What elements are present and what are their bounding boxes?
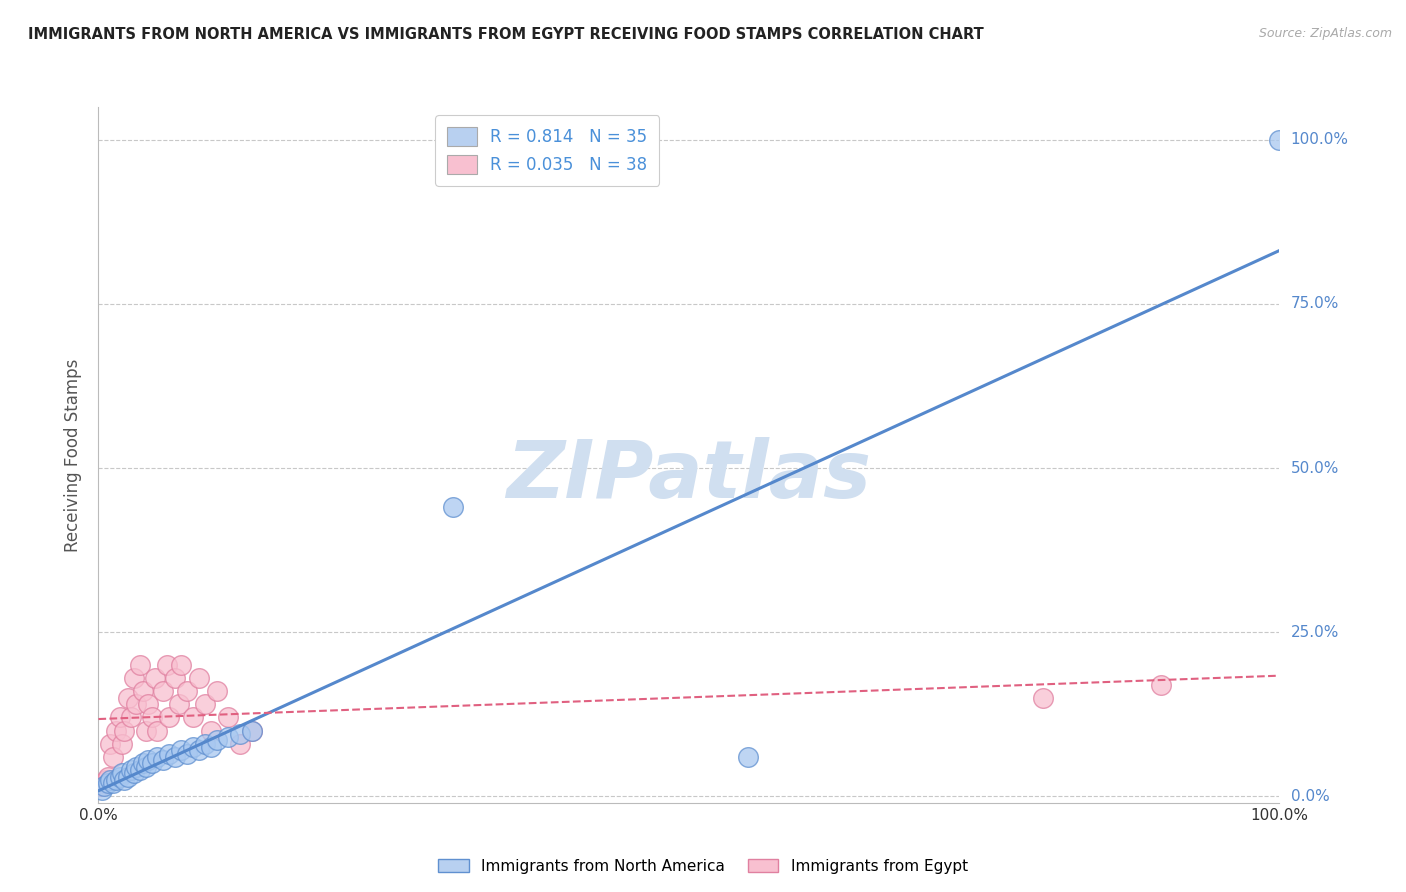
Point: [143, 671, 166, 685]
Point: [91, 776, 114, 790]
Point: [132, 684, 155, 698]
Point: [111, 737, 134, 751]
Point: [98, 737, 121, 751]
Point: [128, 763, 150, 777]
Text: 50.0%: 50.0%: [1291, 460, 1339, 475]
Point: [108, 770, 131, 784]
Point: [205, 684, 228, 698]
Point: [121, 710, 143, 724]
Point: [146, 749, 169, 764]
Point: [112, 772, 135, 787]
Point: [156, 657, 179, 672]
Text: 75.0%: 75.0%: [1291, 296, 1339, 311]
Point: [152, 753, 174, 767]
Point: [187, 743, 209, 757]
Point: [170, 743, 193, 757]
Point: [200, 723, 222, 738]
Point: [121, 763, 143, 777]
Point: [170, 657, 193, 672]
Point: [200, 739, 222, 754]
Point: [157, 710, 180, 724]
Point: [128, 657, 150, 672]
Point: [111, 766, 134, 780]
Text: Source: ZipAtlas.com: Source: ZipAtlas.com: [1258, 27, 1392, 40]
Point: [136, 698, 159, 712]
Point: [1032, 690, 1054, 705]
Text: 100.0%: 100.0%: [1291, 132, 1348, 147]
Point: [108, 710, 131, 724]
Point: [1150, 678, 1173, 692]
Point: [136, 753, 159, 767]
Point: [194, 698, 217, 712]
Point: [112, 723, 135, 738]
Point: [217, 710, 239, 724]
Point: [101, 776, 124, 790]
Point: [217, 730, 239, 744]
Point: [122, 766, 145, 780]
Point: [97, 770, 120, 784]
Text: ZIPatlas: ZIPatlas: [506, 437, 872, 515]
Point: [125, 698, 148, 712]
Point: [94, 772, 117, 787]
Point: [91, 782, 114, 797]
Point: [93, 780, 115, 794]
Point: [176, 684, 198, 698]
Point: [135, 760, 157, 774]
Point: [240, 723, 263, 738]
Point: [181, 710, 204, 724]
Point: [157, 747, 180, 761]
Point: [97, 776, 120, 790]
Text: 25.0%: 25.0%: [1291, 624, 1339, 640]
Point: [135, 723, 157, 738]
Point: [1268, 133, 1291, 147]
Point: [141, 710, 163, 724]
Point: [240, 723, 263, 738]
Text: 0.0%: 0.0%: [1291, 789, 1329, 804]
Point: [165, 749, 187, 764]
Legend: Immigrants from North America, Immigrants from Egypt: Immigrants from North America, Immigrant…: [432, 853, 974, 880]
Point: [105, 723, 128, 738]
Point: [152, 684, 174, 698]
Point: [441, 500, 464, 515]
Point: [146, 723, 169, 738]
Point: [132, 756, 155, 771]
Point: [187, 671, 209, 685]
Point: [90, 780, 112, 794]
Point: [98, 772, 121, 787]
Point: [181, 739, 204, 754]
Point: [117, 690, 139, 705]
Point: [141, 756, 163, 771]
Legend: R = 0.814   N = 35, R = 0.035   N = 38: R = 0.814 N = 35, R = 0.035 N = 38: [436, 115, 659, 186]
Y-axis label: Receiving Food Stamps: Receiving Food Stamps: [65, 359, 83, 551]
Point: [105, 772, 128, 787]
Point: [125, 760, 148, 774]
Point: [737, 749, 759, 764]
Point: [229, 737, 252, 751]
Text: IMMIGRANTS FROM NORTH AMERICA VS IMMIGRANTS FROM EGYPT RECEIVING FOOD STAMPS COR: IMMIGRANTS FROM NORTH AMERICA VS IMMIGRA…: [28, 27, 984, 42]
Point: [194, 737, 217, 751]
Point: [117, 770, 139, 784]
Point: [101, 749, 124, 764]
Point: [165, 671, 187, 685]
Point: [205, 733, 228, 747]
Point: [167, 698, 190, 712]
Point: [176, 747, 198, 761]
Point: [122, 671, 145, 685]
Point: [229, 727, 252, 741]
